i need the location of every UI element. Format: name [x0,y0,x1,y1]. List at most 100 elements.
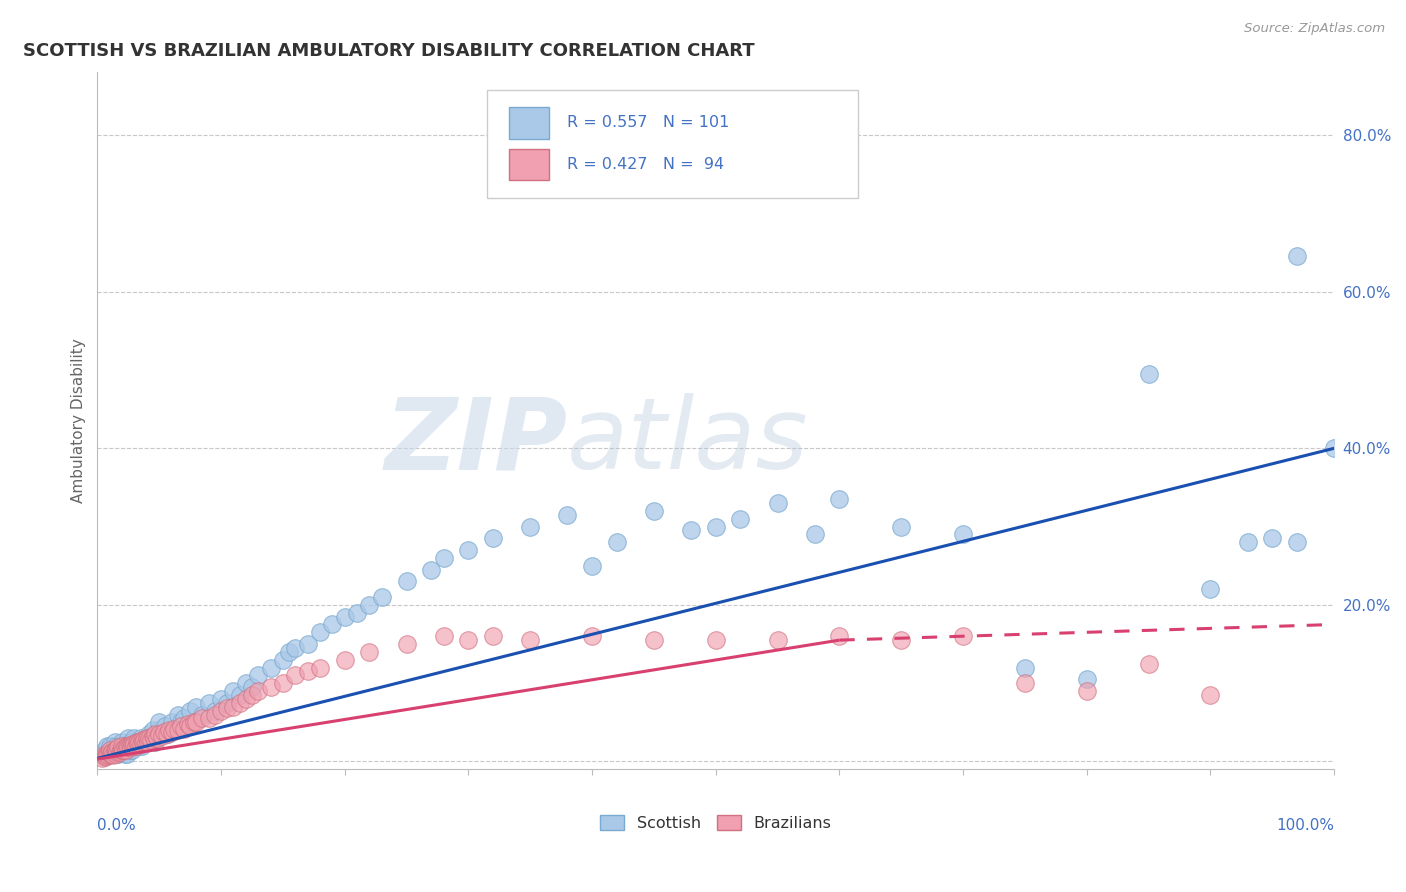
Point [395,574,418,589]
Text: Source: ZipAtlas.com: Source: ZipAtlas.com [1244,22,1385,36]
Point [100,747,122,761]
Point [96,747,118,761]
Point [284,668,307,682]
Point [183,715,205,730]
Point [96,739,118,753]
Point [433,629,456,643]
Point [704,633,727,648]
Point [1261,532,1284,546]
Point [125,735,148,749]
Point [125,735,148,749]
Point [222,684,245,698]
Point [828,629,851,643]
Point [170,719,193,733]
Point [228,696,250,710]
Point [94,743,117,757]
Point [142,723,165,738]
Point [240,688,263,702]
Point [297,637,319,651]
Point [91,750,114,764]
Point [115,747,138,761]
Point [110,743,132,757]
Point [93,748,115,763]
Point [121,743,143,757]
Point [145,727,167,741]
Point [890,633,912,648]
Point [828,492,851,507]
Point [131,732,153,747]
Point [704,519,727,533]
Point [890,519,912,533]
Point [94,747,117,761]
Point [191,711,214,725]
Point [145,731,167,745]
Point [136,735,159,749]
Point [108,745,131,759]
Point [124,737,146,751]
Point [1199,688,1222,702]
Point [247,684,270,698]
Point [104,743,127,757]
Point [141,731,163,745]
Point [170,715,193,730]
Point [204,707,226,722]
Point [1236,535,1258,549]
Point [127,737,149,751]
Point [217,696,239,710]
Point [217,701,239,715]
Point [371,590,394,604]
Point [163,722,186,736]
Point [101,745,124,759]
Text: R = 0.427   N =  94: R = 0.427 N = 94 [568,157,724,172]
Point [118,743,141,757]
Point [94,749,117,764]
Point [259,680,281,694]
Point [138,731,160,745]
Point [157,723,180,738]
Point [1014,660,1036,674]
Point [143,731,166,745]
Point [104,747,127,761]
Text: atlas: atlas [568,393,808,491]
FancyBboxPatch shape [509,149,548,180]
Point [228,688,250,702]
Point [122,739,145,753]
Point [93,747,115,761]
Point [519,519,541,533]
Point [186,715,208,730]
Point [1076,684,1098,698]
Point [204,704,226,718]
Point [118,739,141,753]
Point [112,739,135,753]
Point [420,563,443,577]
Point [309,660,332,674]
Point [346,606,368,620]
Point [803,527,825,541]
Point [395,637,418,651]
Point [120,740,142,755]
Point [606,535,628,549]
Point [1137,367,1160,381]
Point [235,676,257,690]
Point [101,747,124,761]
Point [179,719,201,733]
Point [433,550,456,565]
Point [111,735,134,749]
Point [120,735,142,749]
Point [457,633,479,648]
FancyBboxPatch shape [509,107,548,138]
Point [148,727,170,741]
Point [209,691,232,706]
Point [166,707,188,722]
Point [457,543,479,558]
Point [581,558,603,573]
Point [111,743,134,757]
Point [110,743,132,757]
Point [679,524,702,538]
Point [209,704,232,718]
Point [156,727,179,741]
Point [482,629,505,643]
Point [359,598,381,612]
Point [730,512,752,526]
Point [115,739,138,753]
